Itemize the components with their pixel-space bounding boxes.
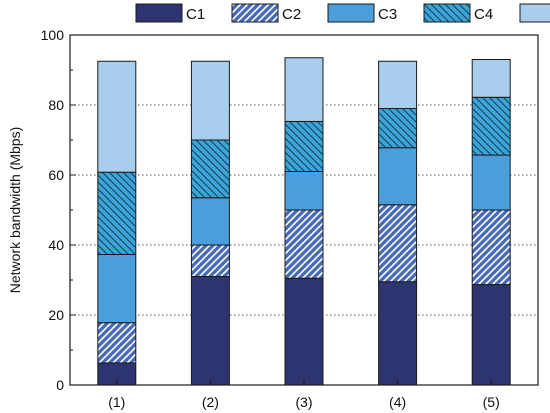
bar-segment-c1-4 [378, 281, 418, 386]
bar-segment-c1-5 [471, 284, 511, 386]
legend-label-c3: C3 [378, 6, 397, 23]
legend-swatch-c3 [327, 3, 375, 23]
y-tick-label: 0 [56, 377, 64, 393]
bar-segment-c4-4 [378, 108, 418, 149]
legend-swatch-c4 [423, 3, 471, 23]
bar-segment-c4-5 [471, 96, 511, 156]
legend: C1C2C3C4C5 [135, 3, 550, 23]
bars [97, 57, 511, 386]
bar-segment-c2-1 [97, 322, 137, 364]
bar-segment-c3-4 [378, 147, 418, 206]
axes [69, 34, 539, 386]
y-tick-label: 80 [48, 97, 64, 113]
legend-swatch-c5 [519, 3, 550, 23]
bar-segment-c5-3 [284, 57, 324, 122]
bar-segment-c1-2 [190, 276, 230, 386]
bar-segment-c4-3 [284, 120, 324, 172]
bar-segment-c2-3 [284, 209, 324, 279]
bar-segment-c3-2 [190, 197, 230, 246]
bar-segment-c1-3 [284, 277, 324, 386]
y-tick-label: 60 [48, 167, 64, 183]
y-tick-label: 40 [48, 237, 64, 253]
legend-swatch-c2 [231, 3, 279, 23]
bar-segment-c4-1 [97, 171, 137, 255]
y-tick-label: 20 [48, 307, 64, 323]
bar-segment-c2-4 [378, 204, 418, 283]
x-tick-label: (4) [389, 394, 406, 410]
bar-segment-c3-1 [97, 253, 137, 324]
x-tick-label: (5) [483, 394, 500, 410]
bar-segment-c5-1 [97, 60, 137, 173]
x-tick-label: (2) [202, 394, 219, 410]
legend-label-c4: C4 [474, 6, 493, 23]
y-tick-label: 100 [41, 27, 65, 43]
x-tick-label: (1) [108, 394, 125, 410]
bar-segment-c5-4 [378, 60, 418, 109]
bar-segment-c4-2 [190, 139, 230, 199]
bar-segment-c5-5 [471, 59, 511, 98]
bar-segment-c2-2 [190, 244, 230, 277]
tick-labels: 0 20 40 60 80 100 (1) (2) (3) (4) (5) [41, 27, 500, 410]
bar-segment-c3-3 [284, 171, 324, 211]
bar-segment-c5-2 [190, 60, 230, 141]
legend-label-c2: C2 [282, 6, 301, 23]
legend-swatch-c1 [135, 3, 183, 23]
bar-segment-c2-5 [471, 209, 511, 286]
y-axis-title: Network bandwidth (Mbps) [7, 127, 23, 294]
bar-segment-c3-5 [471, 154, 511, 211]
x-tick-label: (3) [295, 394, 312, 410]
legend-label-c1: C1 [186, 6, 205, 23]
